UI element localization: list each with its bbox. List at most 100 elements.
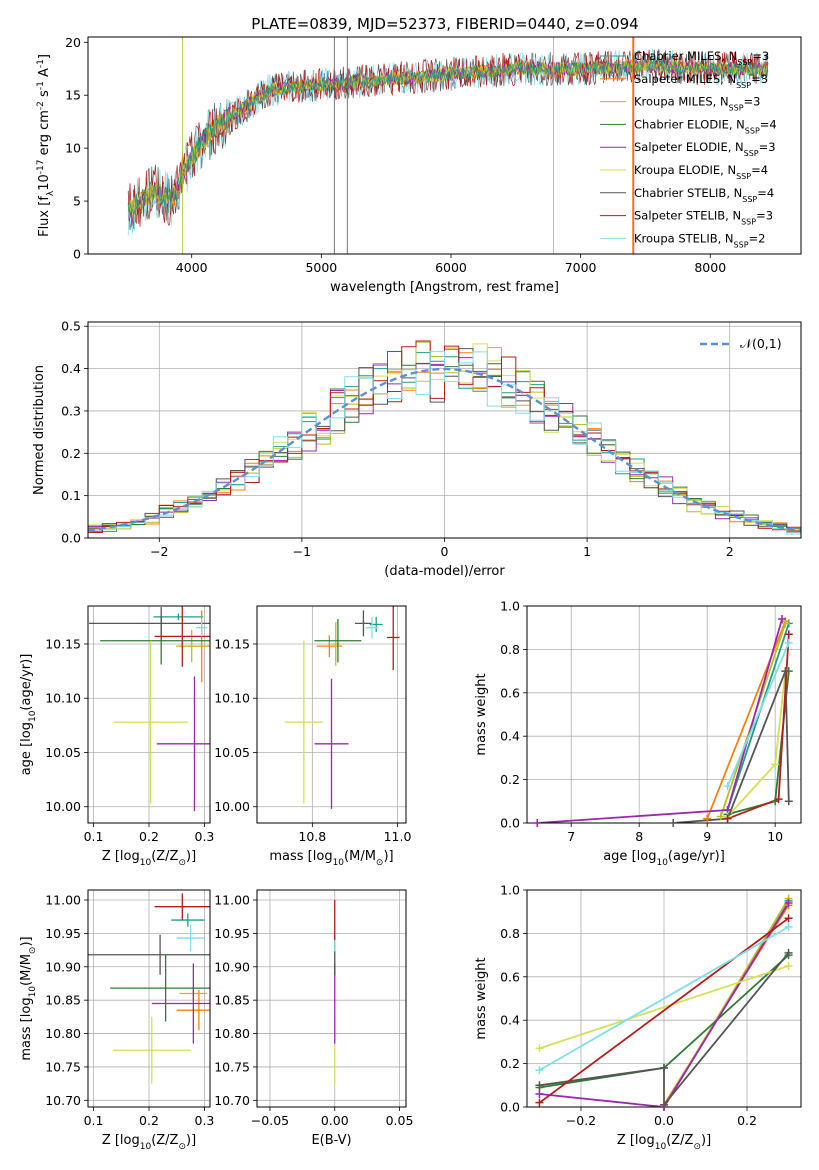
chart-age_vs_Z: 0.1 0.2 0.3 10.00 10.05 10.10 10.15 Z [log10(Z/…	[19, 605, 214, 868]
x-tick-label: 9	[703, 829, 711, 844]
weight-marker	[535, 1098, 544, 1107]
y-axis-label: age [log10(age/yr)]	[19, 654, 38, 776]
y-tick-label: 0.5	[61, 319, 81, 334]
y-tick-label: 0.8	[500, 642, 520, 657]
y-axis-label: mass [log10(M/M⊙)]	[19, 936, 38, 1060]
weight-marker	[669, 819, 678, 827]
plot-area	[284, 606, 400, 809]
y-tick-label: 10.95	[45, 926, 81, 941]
y-tick-label: 0.8	[500, 926, 520, 941]
weight-line	[539, 926, 789, 1071]
y-tick-label: 0	[73, 247, 81, 262]
weight-marker	[784, 899, 793, 908]
weight-marker	[784, 797, 793, 806]
legend-label: Chabrier MILES, NSSP=3	[634, 49, 769, 67]
y-tick-label: 11.00	[45, 893, 81, 908]
weight-marker	[535, 1066, 544, 1075]
y-axis-label: mass weight	[474, 957, 489, 1039]
y-tick-label: 10.15	[45, 636, 81, 651]
plot-area	[88, 340, 801, 535]
plot-area	[127, 37, 769, 254]
y-tick-label: 0.6	[500, 685, 520, 700]
y-tick-label: 10.00	[45, 799, 81, 814]
y-tick-label: 11.00	[214, 893, 250, 908]
x-tick-label: 0	[441, 544, 449, 559]
y-tick-label: 10.90	[214, 959, 250, 974]
x-tick-label: 0.1	[84, 1113, 104, 1128]
x-axis-label: Z [log10(Z/Z⊙)]	[102, 1133, 196, 1152]
y-tick-label: 10.85	[45, 993, 81, 1008]
weight-marker	[784, 961, 793, 970]
y-tick-label: 0.2	[61, 446, 81, 461]
chart-mass_vs_Z: 0.1 0.2 0.3 10.70 10.75 10.80 10.85 10.90 10.95 1…	[19, 889, 214, 1152]
axes-frame	[256, 889, 407, 1108]
y-tick-label: 10.80	[214, 1026, 250, 1041]
weight-marker	[703, 814, 712, 823]
y-tick-label: 0.0	[500, 1100, 520, 1115]
weight-marker	[535, 1044, 544, 1053]
weight-marker	[660, 1100, 668, 1109]
axes-frame	[87, 321, 802, 539]
legend: Chabrier MILES, NSSP=3 Salpeter MILES, NS…	[600, 49, 777, 249]
histogram-series	[88, 351, 801, 535]
x-tick-label: 0.2	[737, 1113, 757, 1128]
x-tick-label: −0.2	[566, 1113, 596, 1128]
chart-mass_vs_ebv: −0.05 0.00 0.05 10.70 10.75 10.80 10.85 10.90 10…	[214, 889, 414, 1148]
plot-area	[538, 898, 790, 1107]
legend-label: 𝒩(0,1)	[740, 336, 782, 351]
y-tick-label: 0.0	[500, 816, 520, 831]
x-axis-label: (data-model)/error	[384, 564, 505, 579]
chart-spectrum: 4000 5000 6000 7000 8000 0 5 10 15 20 wavelength […	[36, 35, 802, 295]
y-tick-label: 1.0	[500, 599, 520, 614]
axes-frame	[87, 605, 211, 824]
figure-title: PLATE=0839, MJD=52373, FIBERID=0440, z=0…	[251, 15, 638, 33]
y-axis-label: Flux [fλ10-17 erg cm-2 s-1 A-1]	[36, 54, 56, 237]
legend-label: Kroupa ELODIE, NSSP=4	[634, 163, 768, 181]
normal-reference-curve	[88, 367, 801, 532]
weight-marker	[723, 814, 732, 823]
x-tick-label: 0.2	[139, 829, 159, 844]
y-axis-label: Normed distribution	[32, 365, 47, 495]
x-tick-label: 0.1	[84, 829, 104, 844]
x-tick-label: 0.05	[386, 1113, 414, 1128]
y-tick-label: 0.1	[61, 488, 81, 503]
x-axis-label: Z [log10(Z/Z⊙)]	[617, 1133, 711, 1152]
spectrum-line	[127, 59, 769, 218]
x-tick-label: −1	[293, 544, 311, 559]
weight-marker	[774, 795, 783, 804]
y-tick-label: 0.4	[61, 361, 81, 376]
y-tick-label: 0.6	[500, 969, 520, 984]
legend-label: Salpeter STELIB, NSSP=3	[634, 209, 773, 227]
weight-marker	[723, 782, 732, 791]
x-tick-label: 10	[767, 829, 783, 844]
spectrum-line	[127, 58, 769, 218]
axes-frame	[87, 889, 211, 1108]
y-tick-label: 10.00	[214, 799, 250, 814]
chart-weights_vs_age: 7 8 9 10 0.0 0.2 0.4 0.6 0.8 1.0 age [log10(age/yr…	[474, 599, 802, 868]
y-tick-label: 0.2	[500, 1056, 520, 1071]
y-tick-label: 10.05	[214, 745, 250, 760]
legend-label: Salpeter MILES, NSSP=3	[634, 72, 768, 90]
y-axis-label: mass weight	[474, 673, 489, 755]
weight-line	[539, 952, 790, 1107]
legend-label: Kroupa MILES, NSSP=3	[634, 95, 760, 113]
x-tick-label: 11.0	[384, 829, 412, 844]
weight-marker	[716, 812, 725, 821]
weight-marker	[660, 1063, 668, 1072]
x-tick-label: −0.05	[251, 1113, 289, 1128]
weight-marker	[784, 638, 793, 647]
x-tick-label: 0.00	[321, 1113, 349, 1128]
chart-residuals: −2 −1 0 1 2 0.0 0.1 0.2 0.3 0.4 0.5 (data-model)/er…	[32, 319, 802, 579]
legend-label: Chabrier ELODIE, NSSP=4	[634, 117, 777, 135]
x-tick-label: −2	[150, 544, 168, 559]
x-tick-label: 7000	[565, 260, 597, 275]
spectrum-line	[127, 49, 769, 227]
weight-marker	[784, 948, 793, 957]
y-tick-label: 10.70	[45, 1093, 81, 1108]
x-tick-label: 5000	[305, 260, 337, 275]
y-tick-label: 20	[65, 35, 81, 50]
y-tick-label: 0.4	[500, 729, 520, 744]
weight-marker	[533, 819, 542, 827]
